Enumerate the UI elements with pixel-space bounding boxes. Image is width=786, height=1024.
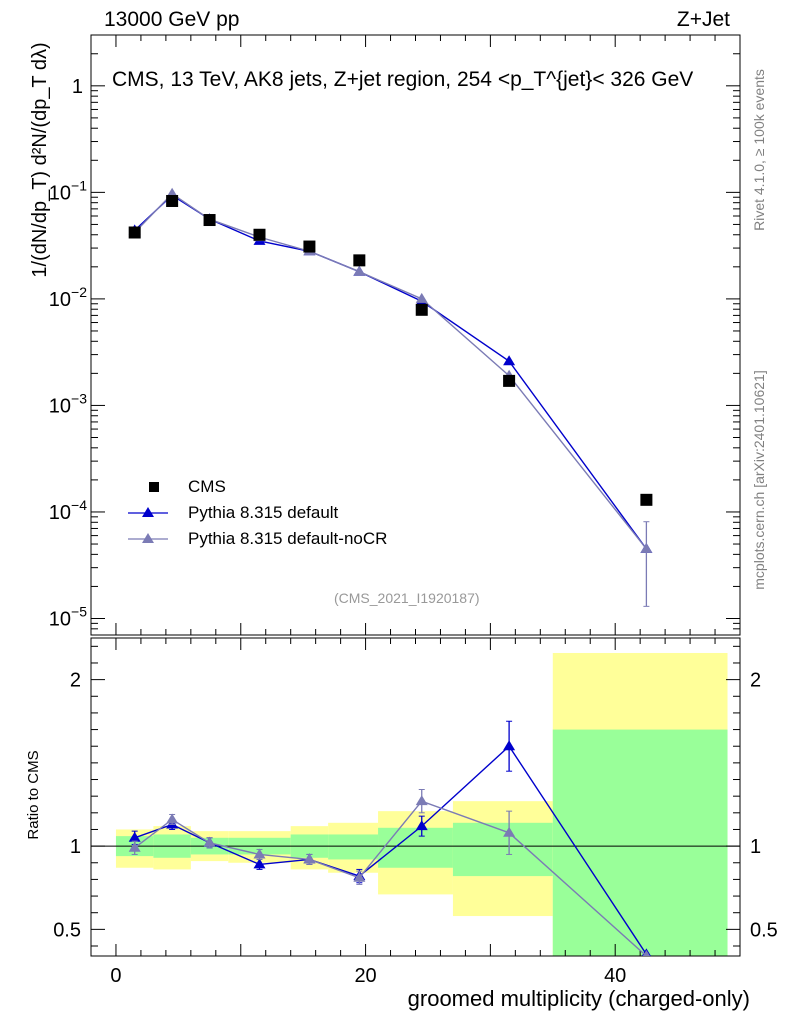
main-y-tick-label: 10−1: [49, 177, 87, 204]
main-y-axis-label: 1/(dN/dp_T) d²N/(dp_T dλ): [29, 42, 51, 277]
legend-item-cms: CMS: [140, 474, 387, 500]
main-y-tick-label: 10−4: [49, 497, 87, 524]
cms-data-point: [253, 228, 266, 241]
legend-item-default: Pythia 8.315 default: [128, 500, 387, 526]
main-series-group: [128, 187, 653, 607]
axis-ticks: 1 10−1 10−2 10−3 10−4 10−5 0 20 40 0.5 0.5 1 1 2 2: [49, 34, 778, 987]
main-y-tick-exponent: −2: [71, 284, 87, 300]
green-band-bin: [378, 827, 453, 868]
main-point-2: [353, 265, 366, 276]
analysis-reference: (CMS_2021_I1920187): [334, 590, 480, 606]
green-band-bin: [452, 822, 553, 877]
ratio-x-tick-label: 40: [604, 965, 626, 987]
ratio-y-tick-label-right: 2: [750, 670, 761, 692]
main-y-tick-exponent: −3: [71, 390, 87, 406]
header-energy: 13000 GeV pp: [104, 8, 240, 31]
x-axis-label: groomed multiplicity (charged-only): [407, 986, 750, 1011]
ratio-y-tick-label-right: 1: [750, 836, 761, 858]
main-y-tick-label: 10−3: [49, 390, 87, 417]
ratio-point-1: [166, 813, 179, 824]
cms-data-point: [415, 303, 428, 316]
main-y-axis-label-text: 1/(dN/dp_T) d²N/(dp_T dλ): [29, 42, 51, 277]
uncertainty-bands: [91, 652, 740, 956]
green-band-bin: [552, 729, 728, 956]
ratio-y-tick-label-left: 1: [70, 836, 81, 858]
green-band-bin: [328, 834, 379, 860]
cms-data-point: [640, 493, 653, 506]
main-y-tick-label: 10−5: [49, 603, 87, 630]
cms-data-point: [203, 214, 216, 227]
legend: CMS Pythia 8.315 default Pythia 8.315 de…: [128, 474, 388, 552]
ratio-y-axis-label: Ratio to CMS: [25, 750, 42, 839]
ratio-point-1: [353, 871, 366, 882]
header-process: Z+Jet: [676, 8, 730, 31]
ratio-x-tick-label: 20: [354, 965, 376, 987]
ratio-y-tick-label-left: 2: [70, 670, 81, 692]
cms-data-point: [353, 254, 366, 267]
legend-label-nocr: Pythia 8.315 default-noCR: [188, 529, 388, 548]
cms-data-point: [503, 374, 516, 387]
ratio-series-group: [128, 720, 651, 956]
ratio-point-1: [415, 795, 428, 806]
ratio-y-tick-label-left: 0.5: [53, 919, 81, 941]
ratio-y-axis-label-text: Ratio to CMS: [25, 750, 42, 839]
cms-data-point: [166, 194, 179, 207]
ratio-point-1: [253, 848, 266, 859]
data-series: [128, 187, 653, 956]
legend-label-cms: CMS: [188, 477, 226, 496]
main-y-tick-label: 1: [72, 76, 83, 98]
main-y-tick-exponent: −4: [71, 497, 87, 513]
ratio-point-1: [303, 853, 316, 864]
ratio-point-0: [128, 831, 141, 842]
ratio-point-1: [128, 841, 141, 852]
cms-data-point: [128, 226, 141, 239]
legend-label-default: Pythia 8.315 default: [188, 503, 339, 522]
plot-title: CMS, 13 TeV, AK8 jets, Z+jet region, 254…: [112, 68, 694, 91]
ratio-point-0: [503, 740, 516, 751]
cms-data-point: [303, 240, 316, 253]
ratio-point-1: [203, 836, 216, 847]
ratio-y-tick-label-right: 0.5: [750, 919, 778, 941]
main-y-tick-exponent: −5: [71, 603, 87, 619]
legend-triangle-gray-icon: [128, 526, 180, 552]
legend-triangle-blue-icon: [128, 500, 180, 526]
legend-item-nocr: Pythia 8.315 default-noCR: [128, 526, 388, 552]
ratio-point-1: [642, 950, 650, 956]
ratio-x-tick-label: 0: [110, 965, 121, 987]
main-y-tick-label: 10−2: [49, 284, 87, 311]
ratio-point-0: [415, 820, 428, 831]
legend-square-icon: [140, 474, 180, 500]
main-point-1: [503, 355, 516, 366]
main-point-2: [640, 542, 653, 553]
main-point-2: [415, 292, 428, 303]
ratio-point-1: [503, 826, 516, 837]
main-y-tick-exponent: −1: [71, 177, 87, 193]
ratio-point-0: [253, 858, 266, 869]
